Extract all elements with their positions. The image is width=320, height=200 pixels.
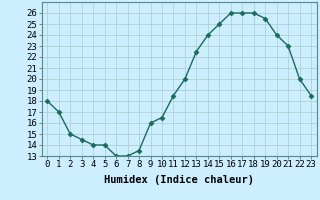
X-axis label: Humidex (Indice chaleur): Humidex (Indice chaleur) [104,175,254,185]
